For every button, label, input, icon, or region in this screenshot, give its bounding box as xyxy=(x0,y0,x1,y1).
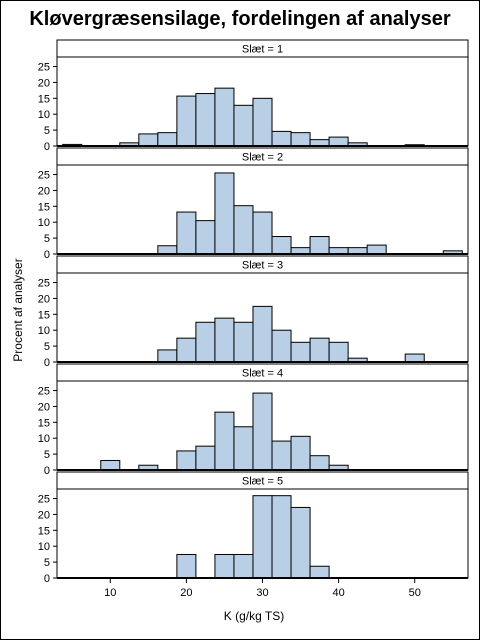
y-tick-label: 5 xyxy=(44,449,50,461)
x-axis-label: K (g/kg TS) xyxy=(223,609,285,623)
y-tick-label: 0 xyxy=(44,465,50,477)
histogram-bar xyxy=(233,321,254,363)
x-tick-label: 50 xyxy=(409,587,421,599)
x-tick-label: 20 xyxy=(180,587,192,599)
y-tick-label: 15 xyxy=(38,201,50,213)
histogram-bar xyxy=(100,459,121,471)
histogram-bar xyxy=(366,244,387,255)
histogram-bar xyxy=(214,553,235,579)
histogram-bar xyxy=(271,495,292,579)
histogram-bar xyxy=(252,211,273,255)
y-tick-label: 10 xyxy=(38,541,50,553)
panel-label: Slæt = 1 xyxy=(242,44,283,56)
panel-label: Slæt = 4 xyxy=(242,368,283,380)
histogram-bar xyxy=(328,341,349,363)
histogram-bar xyxy=(233,205,254,255)
histogram-bar xyxy=(271,236,292,255)
histogram-bar xyxy=(195,321,216,363)
histogram-bar xyxy=(157,245,178,255)
y-tick-label: 15 xyxy=(38,309,50,321)
x-tick-label: 30 xyxy=(256,587,268,599)
histogram-bar xyxy=(233,426,254,471)
chart-title: Kløvergræsensilage, fordelingen af analy… xyxy=(29,8,451,30)
y-tick-label: 5 xyxy=(44,341,50,353)
x-tick-label: 10 xyxy=(104,587,116,599)
histogram-bar xyxy=(233,104,254,147)
histogram-bar xyxy=(328,136,349,147)
y-tick-label: 5 xyxy=(44,557,50,569)
y-tick-label: 0 xyxy=(44,573,50,585)
histogram-bar xyxy=(195,93,216,147)
y-tick-label: 20 xyxy=(38,293,50,305)
histogram-bar xyxy=(271,329,292,363)
y-tick-label: 5 xyxy=(44,233,50,245)
histogram-bar xyxy=(176,450,197,471)
y-tick-label: 15 xyxy=(38,93,50,105)
y-tick-label: 25 xyxy=(38,494,50,506)
histogram-bar xyxy=(290,506,311,579)
histogram-bar xyxy=(138,133,159,147)
panel-label: Slæt = 2 xyxy=(242,152,283,164)
histogram-bar xyxy=(195,220,216,255)
histogram-bar xyxy=(252,97,273,147)
histogram-bar xyxy=(271,440,292,471)
histogram-bar xyxy=(195,445,216,471)
histogram-bar xyxy=(176,337,197,363)
y-tick-label: 20 xyxy=(38,401,50,413)
histogram-bar xyxy=(214,411,235,471)
histogram-bar xyxy=(290,132,311,147)
panel-label: Slæt = 3 xyxy=(242,260,283,272)
histogram-bar xyxy=(214,172,235,255)
y-tick-label: 15 xyxy=(38,525,50,537)
histogram-bar xyxy=(157,349,178,363)
y-tick-label: 10 xyxy=(38,109,50,121)
y-tick-label: 20 xyxy=(38,77,50,89)
histogram-bar xyxy=(252,392,273,471)
histogram-bar xyxy=(252,305,273,363)
y-tick-label: 20 xyxy=(38,185,50,197)
histogram-bar xyxy=(214,317,235,363)
histogram-bar xyxy=(309,455,330,471)
histogram-bar xyxy=(233,553,254,579)
histogram-bar xyxy=(176,553,197,579)
y-tick-label: 5 xyxy=(44,125,50,137)
histogram-bar xyxy=(157,132,178,147)
y-tick-label: 0 xyxy=(44,249,50,261)
histogram-bar xyxy=(176,211,197,255)
histogram-bar xyxy=(309,565,330,579)
histogram-bar xyxy=(214,87,235,147)
histogram-bar xyxy=(309,236,330,255)
y-tick-label: 0 xyxy=(44,357,50,369)
y-tick-label: 20 xyxy=(38,509,50,521)
histogram-bar xyxy=(404,353,425,363)
histogram-bar xyxy=(271,130,292,147)
histogram-bar xyxy=(290,435,311,471)
y-tick-label: 25 xyxy=(38,386,50,398)
y-tick-label: 10 xyxy=(38,325,50,337)
x-tick-label: 40 xyxy=(332,587,344,599)
y-tick-label: 15 xyxy=(38,417,50,429)
y-tick-label: 10 xyxy=(38,217,50,229)
panel-label: Slæt = 5 xyxy=(242,476,283,488)
y-tick-label: 10 xyxy=(38,433,50,445)
y-tick-label: 25 xyxy=(38,170,50,182)
histogram-bar xyxy=(290,341,311,363)
histogram-bar xyxy=(252,495,273,579)
y-tick-label: 0 xyxy=(44,141,50,153)
y-tick-label: 25 xyxy=(38,62,50,74)
histogram-bar xyxy=(176,95,197,147)
y-tick-label: 25 xyxy=(38,278,50,290)
histogram-bar xyxy=(309,337,330,363)
